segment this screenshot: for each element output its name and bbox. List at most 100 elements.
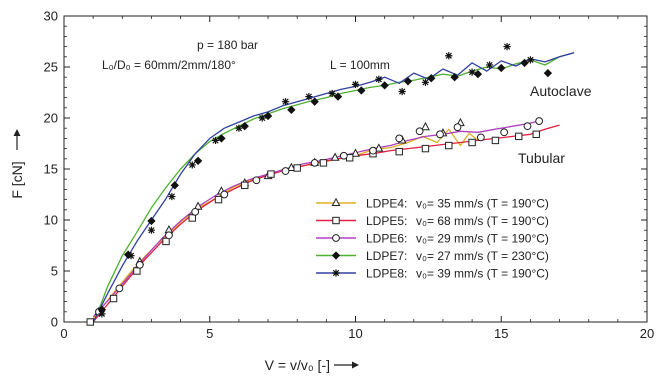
data-point-ldpe4 <box>286 162 296 171</box>
autoclave-group-label: Autoclave <box>530 83 592 99</box>
y-tick-label: 0 <box>51 315 58 330</box>
data-point-ldpe7 <box>170 181 179 190</box>
data-point-ldpe8 <box>211 136 220 145</box>
data-point-ldpe7 <box>240 121 249 131</box>
y-axis-label: F [cN] <box>9 161 25 198</box>
data-point-ldpe7 <box>147 216 156 226</box>
data-point-ldpe8 <box>328 89 336 98</box>
data-point-ldpe7 <box>380 81 389 90</box>
data-point-ldpe6 <box>436 130 444 139</box>
data-point-ldpe7 <box>473 69 483 79</box>
legend-name-ldpe4: LDPE4: <box>366 197 407 211</box>
data-point-ldpe8 <box>421 78 430 86</box>
data-point-ldpe8 <box>526 56 534 64</box>
pressure-annotation: p = 180 bar <box>197 38 258 52</box>
data-point-ldpe5 <box>468 138 476 147</box>
data-point-ldpe6 <box>476 133 485 142</box>
data-point-ldpe5 <box>241 181 249 190</box>
tubular-group-label: Tubular <box>518 150 565 166</box>
legend-detail-ldpe6: v₀= 29 mm/s (T = 190°C) <box>416 232 549 246</box>
data-point-ldpe6 <box>281 167 290 175</box>
data-point-ldpe7 <box>287 105 296 115</box>
legend-detail-ldpe5: v₀= 68 mm/s (T = 190°C) <box>416 214 549 228</box>
data-point-ldpe7 <box>357 86 366 95</box>
y-tick-label: 30 <box>44 9 58 24</box>
data-point-ldpe7 <box>217 134 226 143</box>
data-point-ldpe5 <box>162 237 170 246</box>
data-point-ldpe8 <box>235 124 243 132</box>
data-point-ldpe7 <box>543 68 553 78</box>
data-point-ldpe7 <box>333 92 343 101</box>
data-point-ldpe6 <box>535 117 544 125</box>
data-point-ldpe5 <box>109 294 118 303</box>
data-point-ldpe5 <box>188 214 196 222</box>
data-point-ldpe8 <box>375 75 383 83</box>
data-point-ldpe8 <box>258 114 266 122</box>
legend-name-ldpe6: LDPE6: <box>366 232 407 246</box>
data-point-ldpe6 <box>252 176 261 185</box>
data-point-ldpe4 <box>351 148 360 157</box>
data-point-ldpe6 <box>453 123 462 132</box>
legend: LDPE4: v₀= 35 mm/s (T = 190°C) LDPE5: v₀= 6… <box>316 197 549 281</box>
legend-name-ldpe7: LDPE7: <box>366 249 407 263</box>
legend-name-ldpe8: LDPE8: <box>366 267 407 281</box>
legend-detail-ldpe4: v₀= 35 mm/s (T = 190°C) <box>416 197 549 211</box>
data-point-ldpe6 <box>339 151 348 160</box>
data-point-ldpe8 <box>503 43 511 51</box>
data-point-ldpe7 <box>310 97 319 106</box>
data-point-ldpe5 <box>214 195 223 204</box>
data-point-ldpe8 <box>305 92 313 101</box>
x-axis-arrow <box>334 361 359 369</box>
ticks: 0 5 10 15 20 0 5 10 15 20 25 30 <box>44 9 655 342</box>
data-point-ldpe5 <box>421 144 430 153</box>
data-point-ldpe7 <box>450 73 459 82</box>
y-tick-label: 10 <box>44 213 58 228</box>
data-point-ldpe5 <box>515 132 523 141</box>
data-point-ldpe7 <box>263 111 273 121</box>
data-point-ldpe7 <box>520 58 529 68</box>
data-point-ldpe5 <box>491 136 500 145</box>
data-point-ldpe8 <box>468 68 476 76</box>
data-point-ldpe6 <box>395 134 404 143</box>
data-point-ldpe5 <box>395 147 403 156</box>
legend-marker-ldpe5 <box>332 216 340 225</box>
x-tick-label: 20 <box>640 326 654 341</box>
x-tick-label: 10 <box>348 326 362 341</box>
data-point-ldpe5 <box>293 164 301 172</box>
data-point-ldpe6 <box>500 128 509 137</box>
data-point-ldpe7 <box>497 63 506 73</box>
data-point-ldpe8 <box>485 61 494 69</box>
data-point-ldpe4 <box>330 152 340 161</box>
legend-marker-ldpe8 <box>332 269 340 277</box>
data-point-ldpe8 <box>398 87 406 96</box>
data-point-ldpe5 <box>133 267 141 275</box>
data-point-ldpe5 <box>267 170 275 178</box>
legend-marker-ldpe6 <box>332 234 340 242</box>
y-tick-label: 5 <box>51 264 58 279</box>
data-point-ldpe6 <box>115 284 124 293</box>
y-tick-label: 25 <box>44 60 58 75</box>
data-point-ldpe8 <box>98 310 106 318</box>
x-tick-label: 0 <box>60 326 67 341</box>
x-tick-label: 5 <box>206 326 213 341</box>
data-point-ldpe7 <box>193 156 203 166</box>
data-point-ldpe6 <box>165 231 173 240</box>
data-point-ldpe6 <box>191 207 200 216</box>
legend-name-ldpe5: LDPE5: <box>366 214 407 228</box>
data-point-ldpe4 <box>374 143 384 152</box>
legend-detail-ldpe8: v₀= 39 mm/s (T = 190°C) <box>416 267 549 281</box>
y-tick-label: 20 <box>44 111 58 126</box>
data-point-ldpe5 <box>319 159 328 167</box>
legend-detail-ldpe7: v₀= 27 mm/s (T = 230°C) <box>416 249 549 263</box>
data-point-ldpe8 <box>168 192 176 201</box>
legend-marker-ldpe7 <box>331 251 341 260</box>
die-geometry-annotation: L₀/D₀ = 60mm/2mm/180° <box>102 58 236 72</box>
data-point-ldpe5 <box>532 130 540 139</box>
series-markers <box>86 43 553 326</box>
data-point-ldpe6 <box>523 122 532 131</box>
x-tick-label: 15 <box>494 326 508 341</box>
length-annotation: L = 100mm <box>330 58 390 72</box>
data-point-ldpe8 <box>351 80 360 88</box>
data-point-ldpe8 <box>188 161 196 169</box>
